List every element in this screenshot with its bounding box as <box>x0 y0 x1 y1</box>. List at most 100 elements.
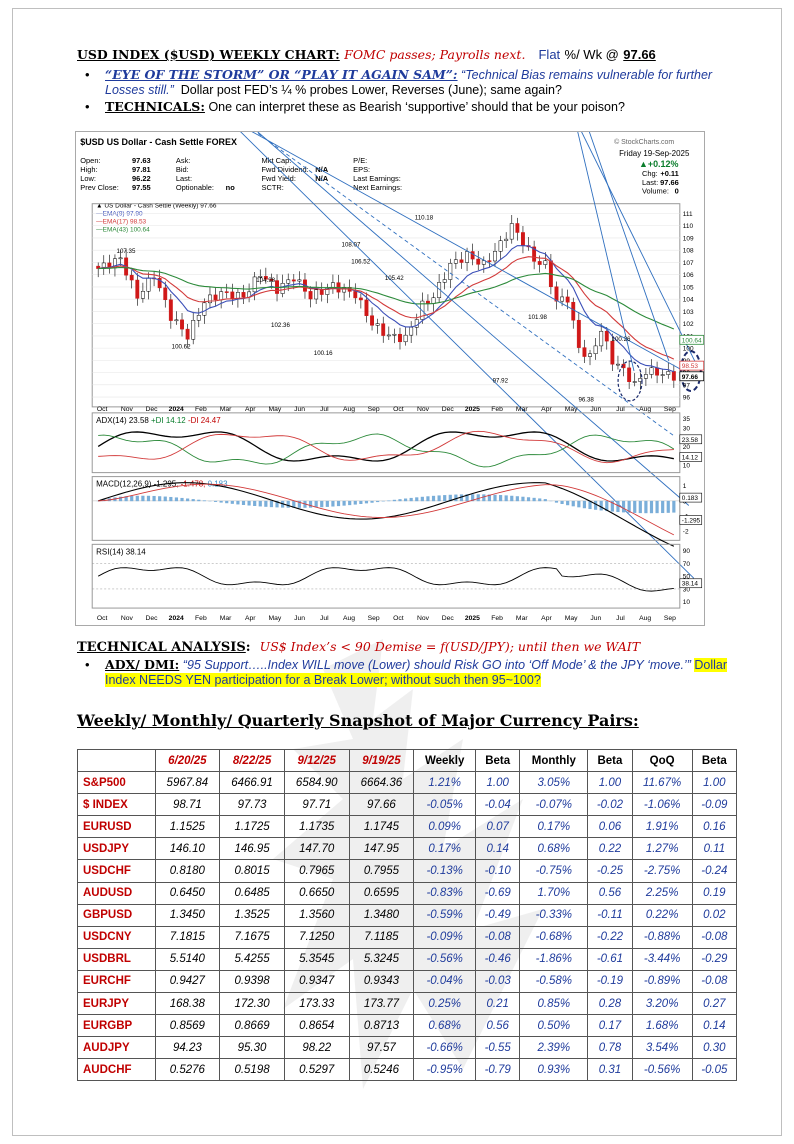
currency-snapshot-table: 6/20/25 8/22/25 9/12/25 9/19/25 Weekly Beta Mo… <box>77 748 738 1082</box>
bullet-1-italic: “Technical Bias remains vulnerable for f… <box>105 68 713 97</box>
table-cell: 94.23 <box>154 1036 221 1060</box>
candle-body <box>660 374 665 376</box>
x-tick-label: Jun <box>590 615 601 622</box>
info-cell: 97.81 <box>132 165 151 174</box>
macd-hist-bar <box>202 500 206 502</box>
rsi-panel-frame <box>91 543 681 609</box>
right-info-value: 0 <box>675 187 679 196</box>
table-cell: -0.05 <box>691 1058 738 1082</box>
macd-hist-bar <box>633 500 637 513</box>
x-tick-label: Jul <box>616 406 625 413</box>
bullet-list-adx: ADX/ DMI: “95 Support…..Index WILL move … <box>85 657 745 688</box>
x-tick-label: Apr <box>541 406 552 413</box>
x-tick-label: Nov <box>417 406 430 413</box>
candle-body <box>537 261 542 265</box>
x-tick-label: Aug <box>343 406 355 413</box>
table-cell: 0.56 <box>475 1014 521 1038</box>
macd-hist-bar <box>152 495 156 502</box>
macd-hist-bar <box>146 495 151 502</box>
chart-symbol-title: $USD US Dollar - Cash Settle FOREX <box>80 137 237 147</box>
x-tick-label: 2025 <box>465 615 480 622</box>
table-cell: 7.1250 <box>283 925 350 949</box>
candle-body <box>314 289 319 300</box>
x-tick-label: May <box>269 615 282 622</box>
macd-hist-bar <box>292 500 296 508</box>
macd-hist-bar <box>269 500 274 508</box>
adx-box <box>679 452 703 462</box>
candle-body <box>180 319 184 330</box>
bullet-adx-dmi: ADX/ DMI: “95 Support…..Index WILL move … <box>85 657 745 688</box>
table-cell: -0.03 <box>475 969 521 994</box>
candle-body <box>202 302 207 316</box>
macd-hist-bar <box>174 497 179 502</box>
trend-lines <box>240 132 702 579</box>
table-cell: 97.66 <box>348 793 415 817</box>
bullet-technicals: TECHNICALS: One can interpret these as B… <box>85 99 755 115</box>
table-body: S&P500 5967.84 6466.91 6584.90 6664.36 1.21% 1… <box>77 771 738 1082</box>
candle-body <box>459 259 464 263</box>
candle-body <box>610 340 615 365</box>
candle-body <box>258 276 263 278</box>
candle-body <box>224 291 229 293</box>
table-cell: 5.3545 <box>283 947 350 971</box>
adx-box <box>679 434 703 445</box>
ta-colon: : <box>245 640 251 655</box>
x-tick-label: May <box>565 406 578 413</box>
table-cell: 5.3245 <box>348 947 415 971</box>
table-cell: 2.25% <box>631 881 693 905</box>
macd-hist-bar <box>560 500 564 505</box>
candle-body <box>398 333 402 343</box>
table-cell: -0.04% <box>413 969 477 994</box>
candle-body <box>168 299 173 321</box>
table-cell: 0.93% <box>519 1058 589 1082</box>
macd-tick: 1 <box>683 483 687 490</box>
trend-line-6 <box>581 132 697 364</box>
pair-name-cell: AUDJPY <box>77 1036 156 1060</box>
candle-body <box>191 320 196 340</box>
candle-body <box>252 276 257 293</box>
macd-hist-bar <box>415 497 419 502</box>
x-tick-label: Mar <box>516 406 528 413</box>
macd-hist-bar <box>403 498 408 502</box>
y-tick-label: 102 <box>683 321 694 328</box>
table-cell: -0.08 <box>691 969 738 994</box>
x-tick-label: Feb <box>491 406 503 413</box>
y-tick-label: 110 <box>683 223 694 230</box>
table-cell: 0.8569 <box>154 1014 221 1038</box>
x-tick-label: Mar <box>220 406 232 413</box>
x-ticks-bottom: Oct Nov Dec 2024 Feb Mar Apr May Jun Jul Aug Sep Oct… <box>97 615 676 622</box>
candle-body <box>196 315 201 321</box>
table-cell: 0.17 <box>587 1014 633 1038</box>
table-cell: 0.25% <box>413 992 477 1016</box>
chart-legend: ▲ US Dollar - Cash Settle (Weekly) 97.66… <box>96 203 217 234</box>
x-tick-label: May <box>269 406 282 413</box>
table-cell: 6664.36 <box>348 771 415 795</box>
table-cell: 11.67% <box>631 771 693 795</box>
info-cell: High: <box>80 165 97 174</box>
candle-body <box>493 251 497 262</box>
table-cell: -0.83% <box>413 881 477 905</box>
candle-body <box>565 296 570 303</box>
table-cell: 172.30 <box>219 992 285 1016</box>
macd-hist-bar <box>308 500 313 508</box>
candle-body <box>632 381 637 383</box>
y-tick-label: 105 <box>683 284 694 291</box>
price-box <box>679 360 704 371</box>
table-cell: 0.22% <box>631 903 693 927</box>
macd-hist-bar <box>314 500 318 508</box>
macd-hist-bar <box>387 500 391 502</box>
y-tick-label: 97 <box>683 382 691 389</box>
pair-name-cell: USDJPY <box>77 837 156 861</box>
macd-hist-bar <box>666 500 670 513</box>
table-cell: -0.58% <box>519 969 589 994</box>
table-cell: 95.30 <box>219 1036 285 1060</box>
candle-body <box>593 345 598 355</box>
table-cell: -0.07% <box>519 793 589 817</box>
macd-hist-bar <box>543 499 547 502</box>
macd-hist-bar <box>443 495 447 502</box>
header-title: USD INDEX ($USD) WEEKLY CHART: <box>77 47 340 62</box>
macd-hist-bar <box>353 500 357 505</box>
ta-title: TECHNICAL ANALYSIS <box>77 640 246 655</box>
right-info-label: Last: <box>642 178 658 187</box>
adx-label: ADX(14) 23.58 +DI 14.12 -DI 24.47 <box>96 416 221 425</box>
